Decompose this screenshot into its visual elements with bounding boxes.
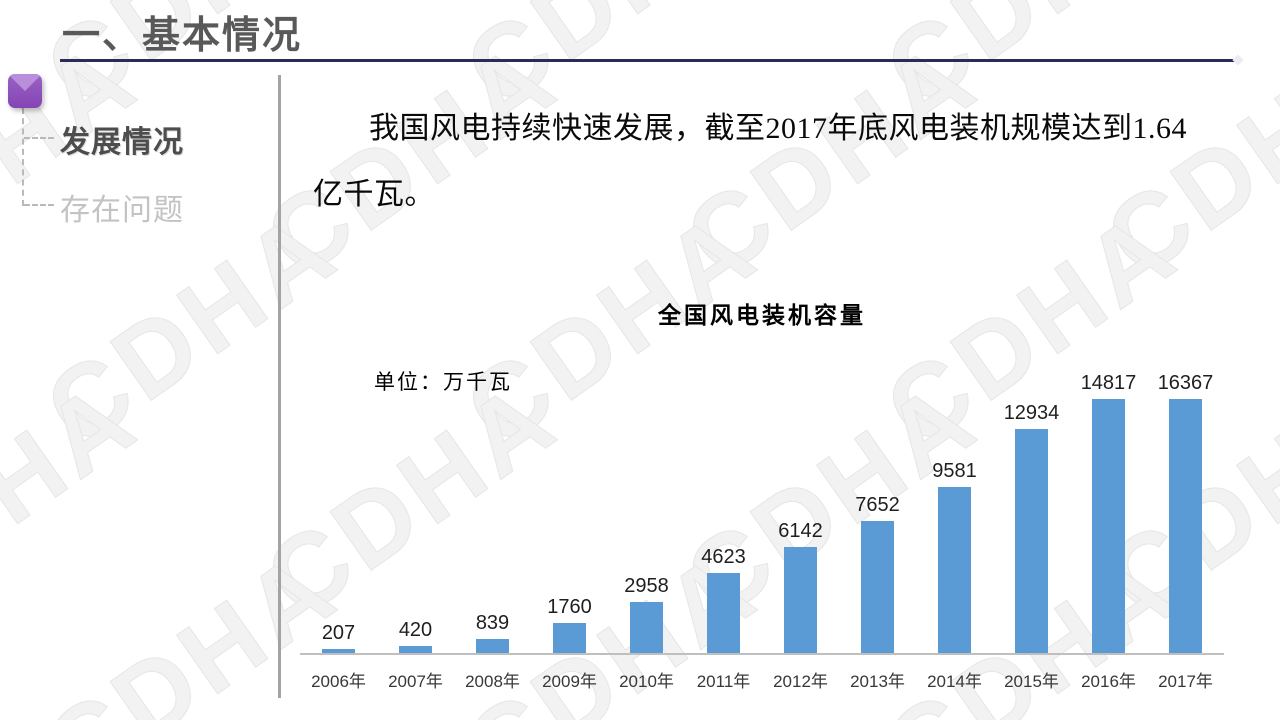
bar	[399, 645, 432, 653]
bar	[322, 649, 355, 653]
bar-value-label: 7652	[855, 493, 900, 516]
x-axis-label: 2011年	[696, 672, 751, 691]
bar	[707, 573, 740, 653]
x-axis-label: 2007年	[388, 672, 443, 691]
sidebar-item-existing-problems[interactable]: 存在问题	[60, 194, 184, 227]
bar-column: 9581	[916, 372, 993, 653]
bar-value-label: 839	[475, 611, 510, 634]
chart-unit-label: 单位：万千瓦	[374, 370, 512, 394]
bar-column: 6142	[762, 372, 839, 653]
bar	[476, 638, 509, 653]
bar	[553, 622, 586, 653]
bar-plot: 207 420 839 1760 2958 4623 6142 7652 9581 12934 14…	[300, 372, 1224, 655]
nav-connector-branch-2	[24, 204, 54, 206]
body-paragraph: 我国风电持续快速发展，截至2017年底风电装机规模达到1.64亿千瓦。	[313, 112, 1187, 211]
bar-value-label: 420	[398, 618, 433, 641]
title-underline-end-diamond	[1232, 54, 1244, 66]
bar	[1015, 429, 1048, 653]
vertical-divider	[278, 75, 281, 698]
page-title: 一、基本情况	[62, 15, 303, 57]
bar-column: 16367	[1147, 372, 1224, 653]
bar-column: 839	[454, 372, 531, 653]
bar	[630, 601, 663, 653]
x-axis-label: 2008年	[465, 672, 520, 691]
bar	[861, 520, 894, 653]
x-axis-label: 2015年	[1004, 672, 1059, 691]
bar-column: 12934	[993, 372, 1070, 653]
bar-value-label: 4623	[701, 546, 746, 569]
title-underline	[60, 59, 1237, 62]
bar-value-label: 14817	[1080, 372, 1137, 394]
x-axis-label: 2012年	[773, 672, 828, 691]
bar	[1169, 399, 1202, 653]
bar-column: 14817	[1070, 372, 1147, 653]
bar-value-label: 16367	[1157, 372, 1214, 394]
watermark-text: CDHA	[0, 358, 159, 640]
bar	[784, 546, 817, 653]
chart-title: 全国风电装机容量	[658, 303, 866, 328]
bar-column: 7652	[839, 372, 916, 653]
x-axis-label: 2014年	[927, 672, 982, 691]
bar-column: 207	[300, 372, 377, 653]
bar-column: 4623	[685, 372, 762, 653]
x-axis-label: 2006年	[311, 672, 366, 691]
bar	[1092, 399, 1125, 653]
section-cube-icon	[8, 74, 42, 108]
bar-column: 420	[377, 372, 454, 653]
bar-value-label: 6142	[778, 519, 823, 542]
bar-value-label: 207	[321, 622, 356, 645]
x-axis-label: 2017年	[1158, 672, 1213, 691]
bar-value-label: 12934	[1003, 402, 1060, 425]
nav-connector-branch-1	[24, 137, 54, 139]
bar-value-label: 2958	[624, 574, 669, 597]
sidebar-item-development-status[interactable]: 发展情况	[60, 126, 184, 159]
x-axis-label: 2010年	[619, 672, 674, 691]
bar-chart: 全国风电装机容量 单位：万千瓦 207 420 839 1760 2958 4623 614…	[300, 296, 1224, 700]
bar-column: 2958	[608, 372, 685, 653]
bar-value-label: 9581	[932, 460, 977, 483]
x-axis: 2006年 2007年 2008年 2009年 2010年 2011年 2012年 2013年…	[300, 667, 1224, 692]
x-axis-label: 2013年	[850, 672, 905, 691]
bar	[938, 487, 971, 653]
x-axis-label: 2016年	[1081, 672, 1136, 691]
x-axis-label: 2009年	[542, 672, 597, 691]
nav-connector-vertical	[22, 108, 24, 206]
bar-column: 1760	[531, 372, 608, 653]
bar-value-label: 1760	[547, 595, 592, 618]
